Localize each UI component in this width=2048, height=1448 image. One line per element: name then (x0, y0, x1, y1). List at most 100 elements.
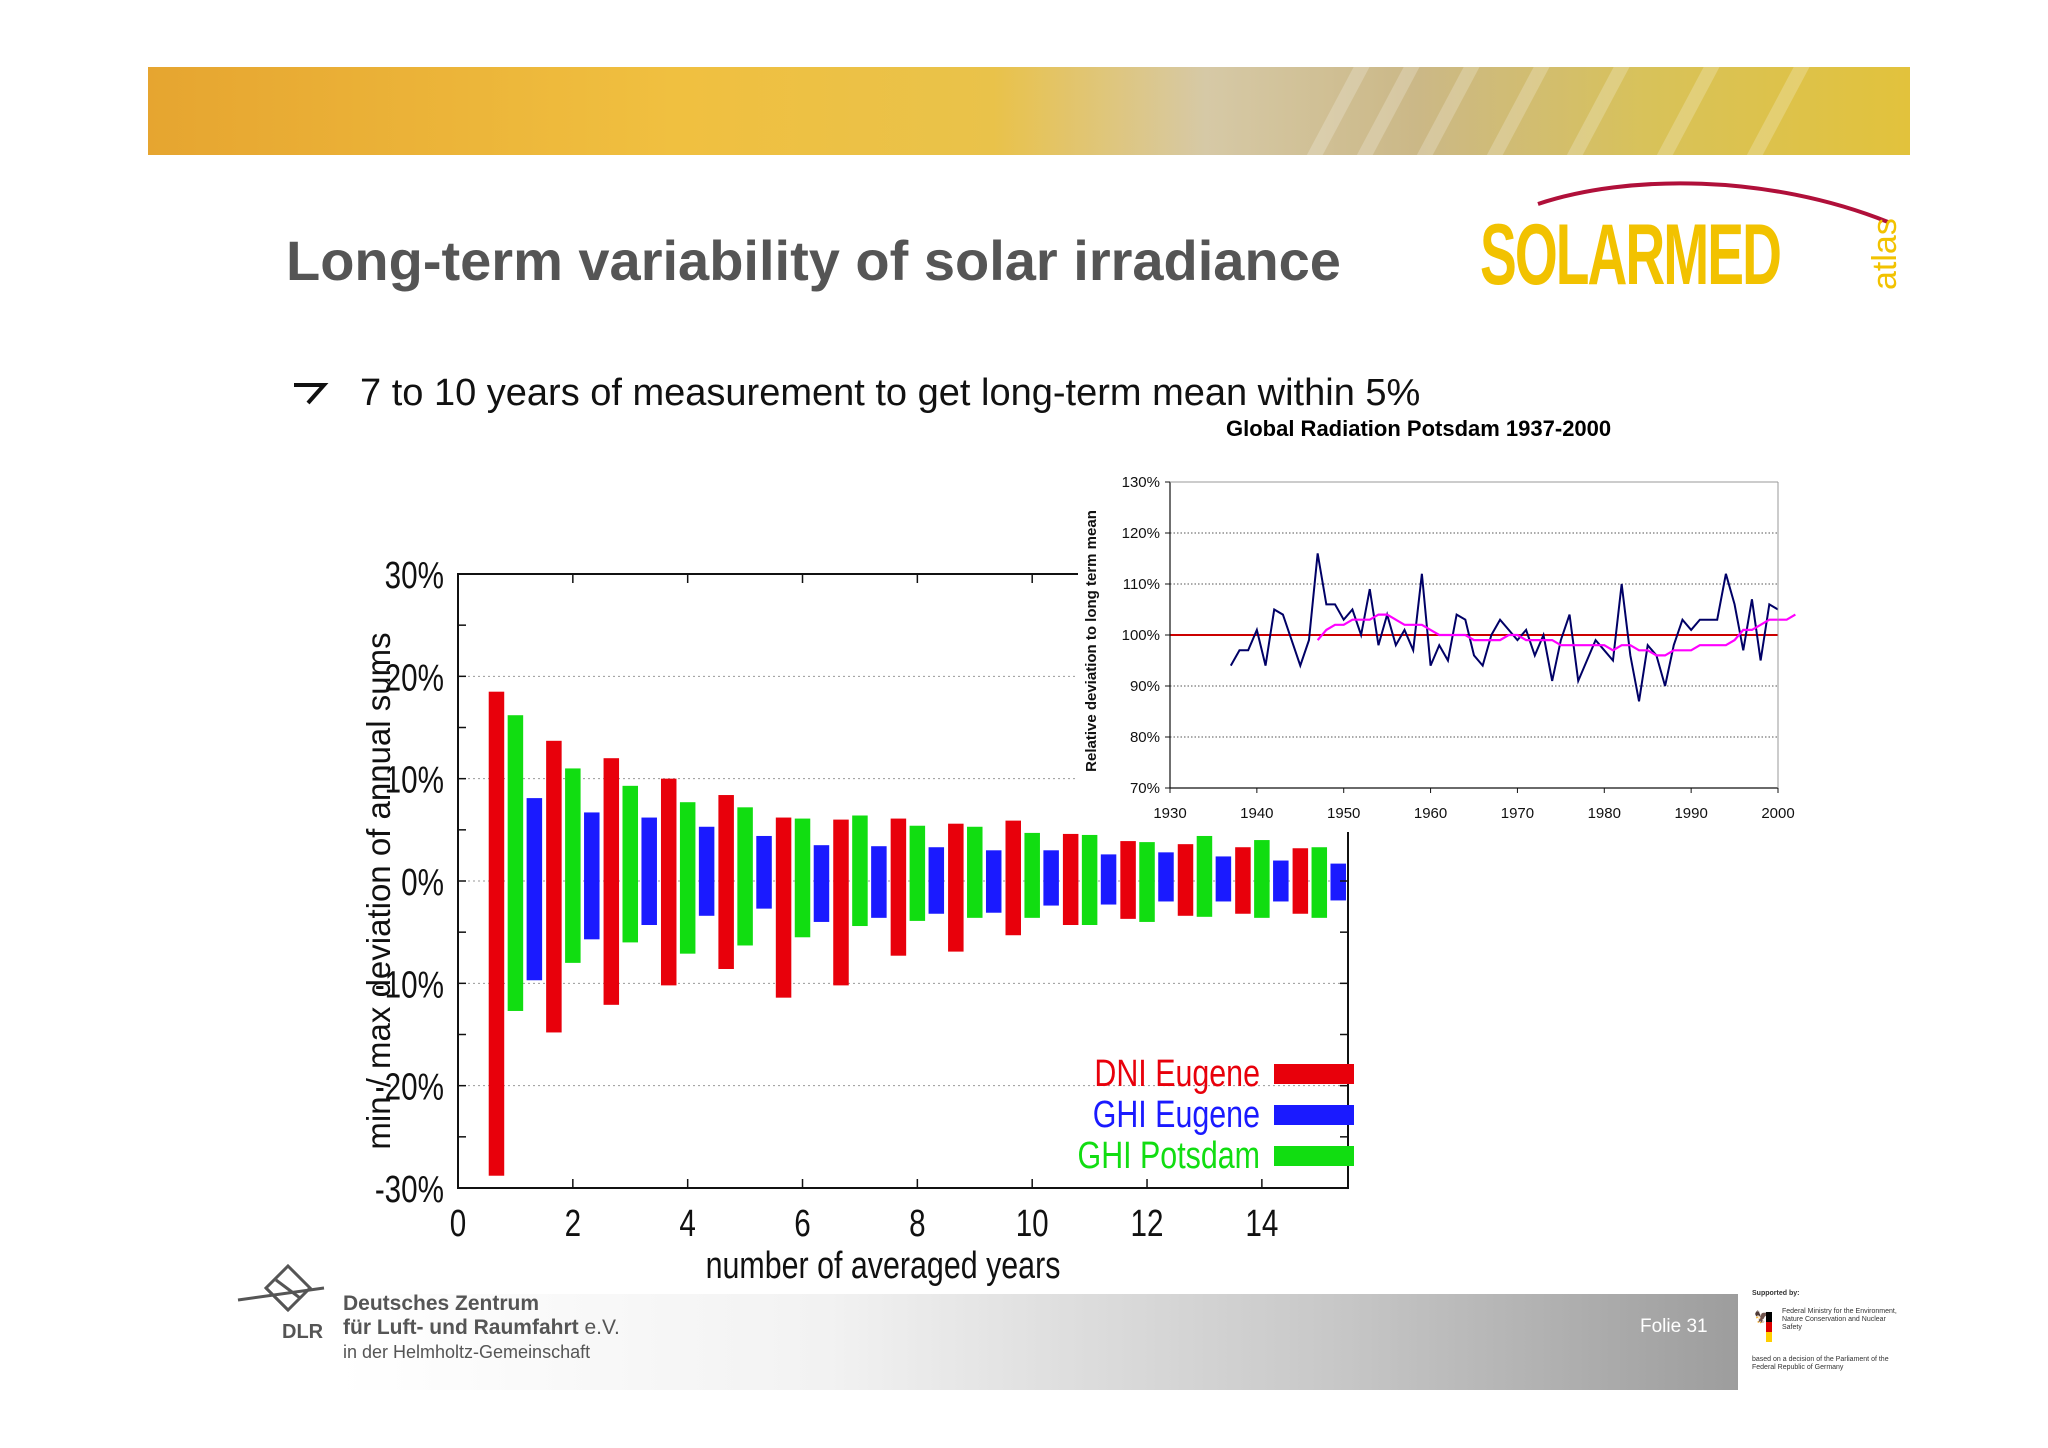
bar-ghi-eugene (1273, 860, 1289, 902)
bar-ghi-potsdam (507, 715, 524, 1011)
logo-sub-text: atlas (1866, 218, 1904, 290)
bar-ghi-eugene (1330, 863, 1346, 901)
bar-ghi-potsdam (852, 815, 868, 927)
bar-dni-eugene (660, 778, 677, 986)
line-y-tick-label: 110% (1123, 576, 1160, 593)
bar-x-tick-label: 8 (909, 1203, 925, 1245)
bar-x-tick-label: 12 (1131, 1203, 1164, 1245)
logo-main-text: SOLARMED (1480, 207, 1780, 298)
supported-by-block: Supported by: 🦅 Federal Ministry for the… (1752, 1290, 1902, 1390)
line-x-tick-label: 1970 (1501, 805, 1534, 822)
bullet-arrow-icon (290, 372, 348, 415)
bar-ghi-potsdam (622, 785, 639, 943)
bar-dni-eugene (1177, 844, 1194, 916)
line-x-tick-label: 1980 (1588, 805, 1621, 822)
bullet-text: 7 to 10 years of measurement to get long… (360, 372, 1421, 414)
org-line-1: Deutsches Zentrum (343, 1292, 540, 1315)
bar-ghi-eugene (756, 835, 772, 909)
bar-x-tick-label: 4 (679, 1203, 695, 1245)
bar-y-tick-label: 10% (385, 759, 444, 801)
bar-legend-swatch (1274, 1146, 1354, 1166)
bar-ghi-eugene (1158, 852, 1174, 902)
bar-ghi-eugene (928, 847, 945, 914)
bar-legend-swatch (1274, 1064, 1354, 1084)
bar-ghi-eugene (813, 845, 830, 922)
solarmed-logo: SOLARMED atlas (1480, 181, 1904, 298)
bar-x-tick-label: 6 (794, 1203, 810, 1245)
bar-ghi-eugene (526, 798, 543, 981)
line-y-tick-label: 90% (1130, 678, 1160, 695)
inset-chart-title: Global Radiation Potsdam 1937-2000 (1226, 416, 1612, 441)
bar-x-tick-label: 2 (565, 1203, 581, 1245)
org-line-3: in der Helmholtz-Gemeinschaft (343, 1342, 591, 1362)
bar-ghi-potsdam (565, 768, 581, 963)
line-x-tick-label: 1990 (1674, 805, 1707, 822)
bar-ghi-potsdam (737, 807, 753, 946)
line-x-tick-label: 1960 (1414, 805, 1447, 822)
bar-dni-eugene (488, 691, 505, 1176)
bar-y-axis-label: min / max deviation of annual sums (360, 632, 397, 1149)
bar-dni-eugene (1062, 833, 1079, 926)
supported-by-label: Supported by: (1752, 1290, 1800, 1297)
bar-ghi-eugene (871, 846, 887, 918)
footer-band (338, 1294, 1738, 1390)
bar-x-axis-label: number of averaged years (706, 1245, 1061, 1287)
line-annual-series (1229, 553, 1779, 702)
ministry-name: Federal Ministry for the Environment, Na… (1782, 1308, 1897, 1331)
bar-y-tick-label: 0% (401, 862, 444, 904)
line-y-tick-label: 100% (1122, 627, 1160, 644)
bar-dni-eugene (1120, 841, 1136, 919)
line-y-axis-label: Relative deviation to long term mean (1083, 510, 1100, 772)
potsdam-line-chart: 70% 80% 90% 100% 110% 120% 130% 1930 1940 1950 196… (1078, 460, 1818, 832)
bar-ghi-eugene (584, 812, 600, 940)
bar-ghi-potsdam (1081, 834, 1098, 926)
bar-y-tick-label: -10% (375, 964, 444, 1006)
line-x-tick-label: 1940 (1240, 805, 1273, 822)
bar-ghi-potsdam (679, 802, 696, 954)
bar-ghi-eugene (1043, 850, 1059, 906)
line-x-tick-label: 1950 (1327, 805, 1360, 822)
bullet-point: 7 to 10 years of measurement to get long… (290, 372, 1420, 415)
header-banner (148, 67, 1910, 155)
bar-dni-eugene (718, 795, 734, 970)
bar-legend-label: GHI Eugene (1093, 1094, 1260, 1136)
dlr-organization: Deutsches Zentrum für Luft- und Raumfahr… (343, 1292, 620, 1363)
line-y-tick-label: 70% (1130, 780, 1160, 797)
bar-legend-label: DNI Eugene (1094, 1053, 1260, 1095)
bar-dni-eugene (546, 740, 562, 1033)
bar-dni-eugene (890, 818, 907, 956)
line-y-tick-label: 80% (1130, 729, 1160, 746)
logo-arc (1537, 181, 1889, 224)
bar-dni-eugene (833, 819, 849, 986)
bar-dni-eugene (1005, 820, 1021, 936)
slide-title: Long-term variability of solar irradianc… (286, 229, 1341, 292)
bar-legend-label: GHI Potsdam (1078, 1135, 1260, 1177)
german-flag-icon (1766, 1312, 1772, 1342)
bar-dni-eugene (1292, 848, 1309, 914)
bar-ghi-potsdam (1024, 832, 1040, 918)
bar-y-tick-label: -30% (375, 1169, 444, 1211)
org-suffix: e.V. (584, 1316, 620, 1339)
deviation-bar-chart: -30% -20% -10% 0% 10% 20% 30% 0 2 4 6 8 10 12 14 number… (360, 555, 1354, 1287)
bar-plot-frame (457, 573, 1349, 1189)
bar-dni-eugene (775, 817, 792, 998)
bar-ghi-eugene (641, 817, 657, 926)
bar-ghi-eugene (1100, 854, 1117, 905)
bar-x-tick-label: 10 (1016, 1203, 1049, 1245)
org-line-2: für Luft- und Raumfahrt e.V. (343, 1316, 620, 1339)
bar-dni-eugene (1235, 847, 1251, 914)
bar-ghi-potsdam (967, 826, 983, 918)
line-moving-average-series (1316, 613, 1796, 657)
bar-ghi-eugene (1215, 856, 1232, 902)
page-number: Folie 31 (1640, 1316, 1708, 1337)
bar-ghi-eugene (698, 826, 715, 916)
line-x-tick-label: 1930 (1153, 805, 1186, 822)
bar-y-tick-label: -20% (375, 1066, 444, 1108)
bar-ghi-potsdam (794, 818, 811, 938)
bar-ghi-potsdam (1196, 835, 1213, 917)
bar-ghi-potsdam (1311, 847, 1328, 918)
bar-ghi-potsdam (909, 825, 926, 921)
bar-ghi-potsdam (1139, 842, 1155, 922)
line-x-tick-label: 2000 (1761, 805, 1794, 822)
bar-x-tick-label: 14 (1245, 1203, 1278, 1245)
